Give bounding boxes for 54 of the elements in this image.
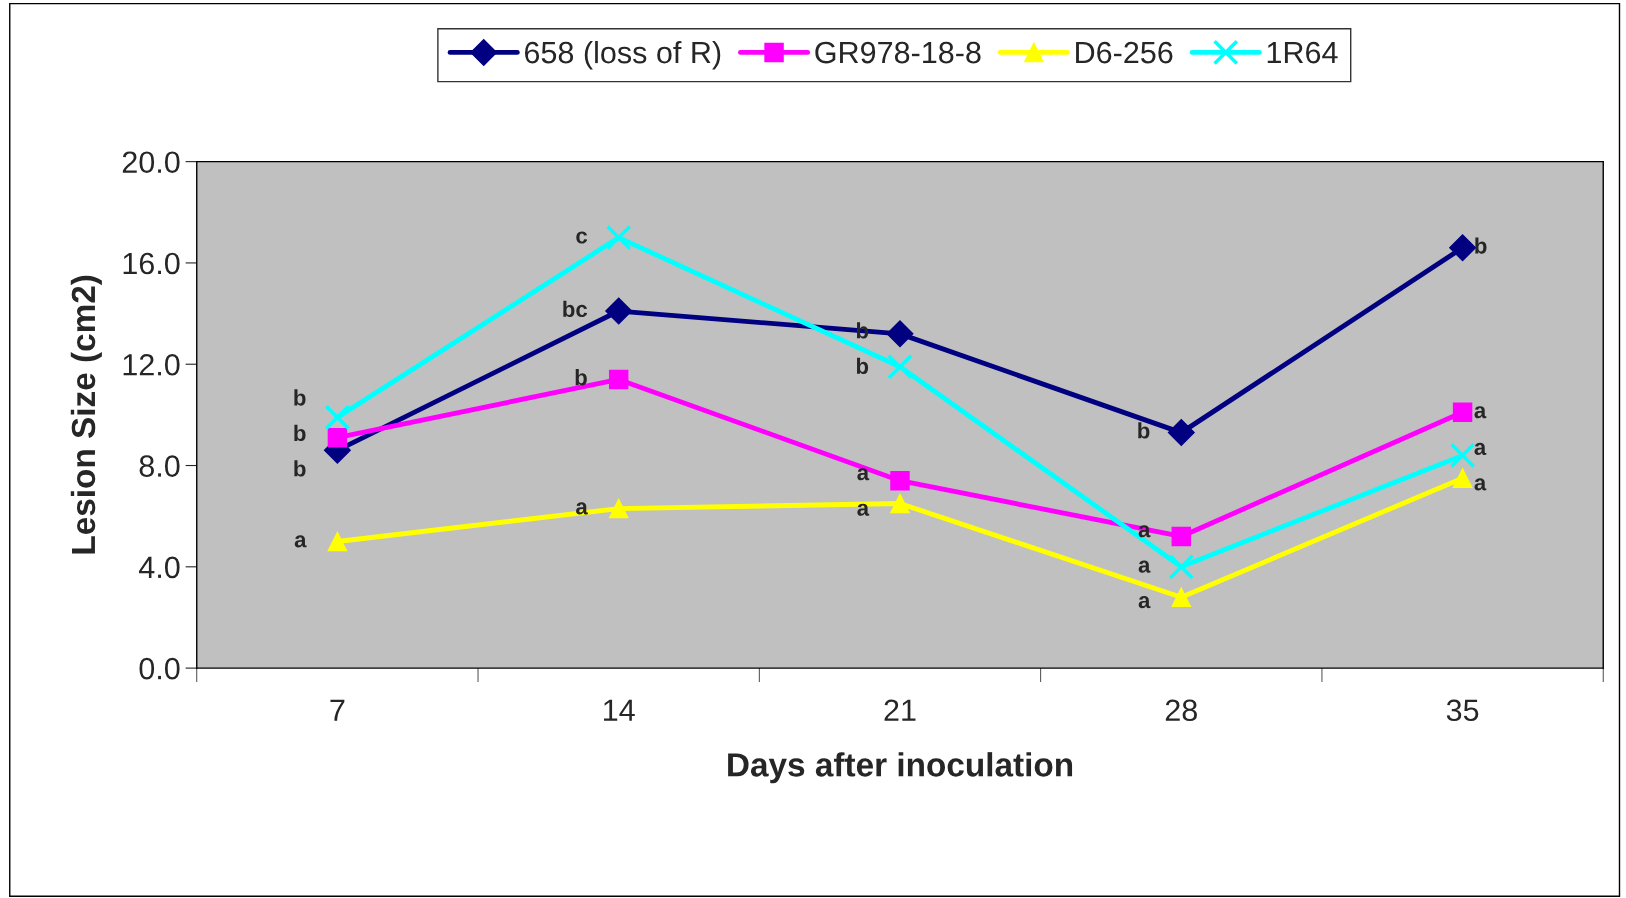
legend-label: 1R64 <box>1267 41 1338 64</box>
annotation: b <box>575 369 587 386</box>
x-tick-label: 28 <box>1165 699 1197 722</box>
x-tick-label: 14 <box>604 699 635 721</box>
annotation: b <box>294 424 306 442</box>
y-tick-label: 16.0 <box>123 252 180 275</box>
point <box>1452 402 1473 423</box>
y-tick-label: 8.0 <box>139 455 180 477</box>
point <box>890 470 910 491</box>
point <box>327 427 348 448</box>
annotation: b <box>856 357 869 374</box>
annotation: a <box>857 468 870 481</box>
annotation: a <box>1138 560 1151 573</box>
x-axis-title: Days after inoculation <box>728 752 1073 784</box>
point <box>1452 468 1473 488</box>
point <box>1167 419 1195 447</box>
annotation: b <box>294 389 306 406</box>
point <box>608 369 629 390</box>
x-tick-label: 35 <box>1446 699 1479 722</box>
annotation: a <box>1474 478 1487 491</box>
annotation: a <box>857 503 870 516</box>
point <box>605 297 633 325</box>
y-axis-title: Lesion Size (cm2) <box>70 275 102 554</box>
annotation: c <box>576 231 588 244</box>
y-tick-label: 20.0 <box>122 151 180 174</box>
annotation: b <box>294 460 306 477</box>
annotation: bc <box>563 300 588 318</box>
annotation: b <box>1475 237 1487 254</box>
point <box>1171 587 1192 607</box>
legend-label: GR978-18-8 <box>815 41 981 64</box>
point <box>608 498 629 519</box>
point <box>1449 234 1477 262</box>
annotation: a <box>1474 406 1487 419</box>
annotation: b <box>1138 422 1150 439</box>
point <box>890 493 910 514</box>
point <box>1168 553 1195 580</box>
point <box>1171 526 1192 547</box>
x-tick-label: 21 <box>884 699 916 721</box>
y-tick-label: 4.0 <box>139 556 180 579</box>
y-tick-label: 0.0 <box>139 657 180 680</box>
annotation: a <box>1138 596 1151 609</box>
x-tick-label: 7 <box>330 699 345 721</box>
point <box>605 224 632 251</box>
annotation: a <box>294 535 307 548</box>
annotation: a <box>1474 442 1487 456</box>
legend-label: D6-256 <box>1076 41 1173 64</box>
legend-label: 658 (loss of R) <box>524 40 721 70</box>
annotation: a <box>1138 525 1151 538</box>
y-tick-label: 12.0 <box>123 353 180 376</box>
point <box>327 531 348 552</box>
point <box>886 320 914 348</box>
point <box>887 353 913 380</box>
point <box>1449 442 1476 469</box>
point <box>324 404 351 431</box>
